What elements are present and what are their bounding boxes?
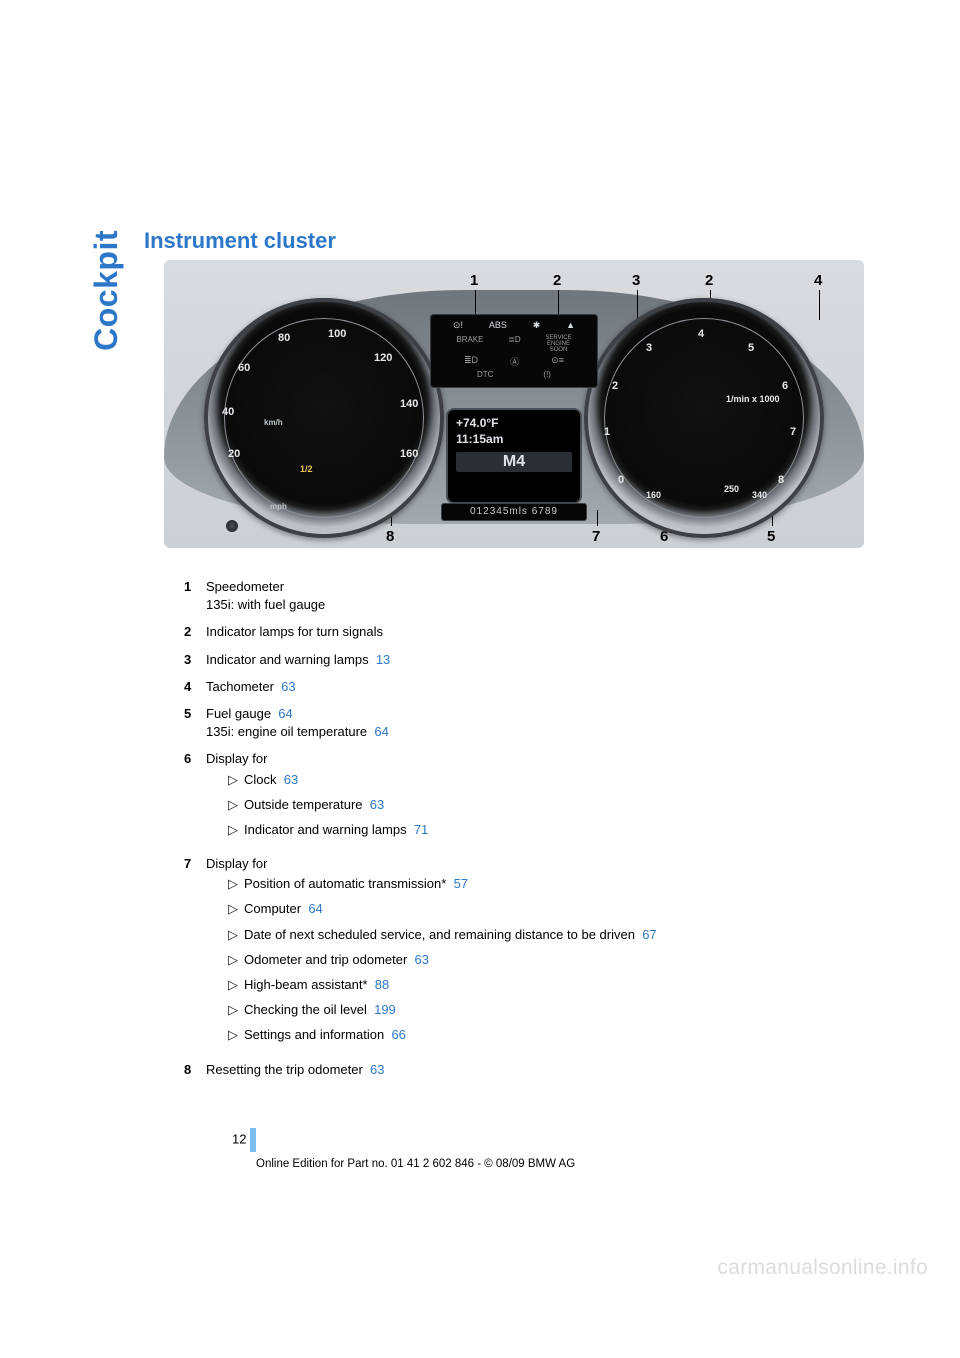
page-ref[interactable]: 199 — [374, 1002, 396, 1017]
page-ref[interactable]: 63 — [415, 952, 429, 967]
callout-2b: 2 — [705, 272, 713, 289]
legend-item-5: 5 Fuel gauge 64 135i: engine oil tempera… — [184, 705, 784, 741]
bullet-icon: ▷ — [228, 821, 244, 839]
page-ref[interactable]: 67 — [642, 927, 656, 942]
legend-item-3: 3 Indicator and warning lamps 13 — [184, 651, 784, 669]
page-number-bar — [250, 1128, 256, 1152]
callout-2: 2 — [553, 272, 561, 289]
page-ref[interactable]: 66 — [391, 1027, 405, 1042]
legend-item-7: 7 Display for ▷Position of automatic tra… — [184, 855, 784, 1052]
page-ref[interactable]: 88 — [375, 977, 389, 992]
page-ref[interactable]: 63 — [370, 797, 384, 812]
legend-item-1: 1 Speedometer 135i: with fuel gauge — [184, 578, 784, 614]
page-ref[interactable]: 13 — [376, 652, 390, 667]
callout-8: 8 — [386, 528, 394, 545]
callout-4: 4 — [814, 272, 822, 289]
page-ref[interactable]: 63 — [370, 1062, 384, 1077]
legend-item-2: 2 Indicator lamps for turn signals — [184, 623, 784, 641]
warning-lamp-panel: ⊙!ABS✱▲ BRAKE≣DSERVICEENGINESOON ≣DⒶ⊙≡ D… — [430, 314, 598, 388]
callout-7: 7 — [592, 528, 600, 545]
tachometer: 0 1 2 3 4 5 6 7 8 1/min x 1000 160 250 3… — [584, 298, 824, 538]
gear-indicator: M4 — [456, 452, 572, 472]
footer-text: Online Edition for Part no. 01 41 2 602 … — [256, 1158, 575, 1170]
legend-item-6: 6 Display for ▷Clock 63 ▷Outside tempera… — [184, 750, 784, 846]
sub-list: ▷Clock 63 ▷Outside temperature 63 ▷Indic… — [228, 771, 784, 840]
trip-reset-button — [226, 520, 238, 532]
legend-list: 1 Speedometer 135i: with fuel gauge 2 In… — [184, 578, 784, 1088]
legend-item-4: 4 Tachometer 63 — [184, 678, 784, 696]
page-ref[interactable]: 63 — [284, 772, 298, 787]
bullet-icon: ▷ — [228, 976, 244, 994]
page-ref[interactable]: 64 — [308, 901, 322, 916]
page-ref[interactable]: 63 — [281, 679, 295, 694]
bullet-icon: ▷ — [228, 900, 244, 918]
sub-list: ▷Position of automatic transmission* 57 … — [228, 875, 784, 1044]
page-ref[interactable]: 57 — [454, 876, 468, 891]
bullet-icon: ▷ — [228, 1001, 244, 1019]
instrument-cluster-figure: 1 2 3 2 4 8 7 6 5 20 40 60 80 100 120 14… — [164, 260, 864, 548]
clock: 11:15am — [456, 432, 572, 446]
page-number: 12 — [232, 1128, 256, 1152]
bullet-icon: ▷ — [228, 1026, 244, 1044]
bullet-icon: ▷ — [228, 771, 244, 789]
page-ref[interactable]: 64 — [278, 706, 292, 721]
page-ref[interactable]: 64 — [374, 724, 388, 739]
bullet-icon: ▷ — [228, 875, 244, 893]
odometer: 012345mls 6789 — [442, 504, 586, 520]
watermark: carmanualsonline.info — [717, 1256, 928, 1280]
page-ref[interactable]: 71 — [414, 822, 428, 837]
bullet-icon: ▷ — [228, 951, 244, 969]
info-display: +74.0°F 11:15am M4 — [448, 410, 580, 502]
bullet-icon: ▷ — [228, 796, 244, 814]
section-tab: Cockpit — [88, 230, 125, 351]
callout-1: 1 — [470, 272, 478, 289]
speedometer: 20 40 60 80 100 120 140 160 1/2 mph km/h — [204, 298, 444, 538]
legend-item-8: 8 Resetting the trip odometer 63 — [184, 1061, 784, 1079]
manual-page: Cockpit Instrument cluster 1 2 3 2 4 8 7… — [0, 0, 960, 1358]
outside-temp: +74.0°F — [456, 416, 572, 430]
callout-3: 3 — [632, 272, 640, 289]
callout-5: 5 — [767, 528, 775, 545]
page-heading: Instrument cluster — [144, 228, 336, 254]
bullet-icon: ▷ — [228, 926, 244, 944]
